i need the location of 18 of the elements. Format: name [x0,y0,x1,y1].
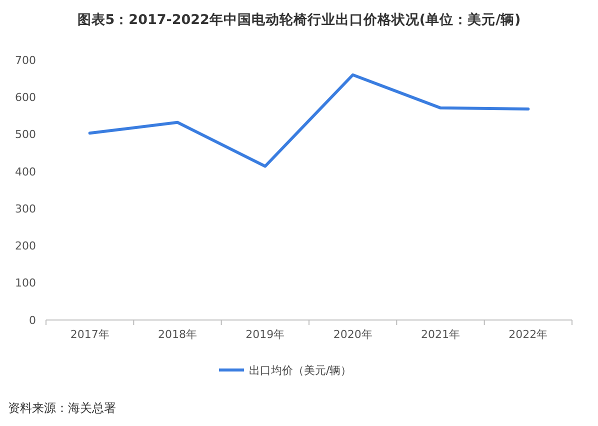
y-tick-label: 400 [15,165,36,178]
y-tick-label: 100 [15,276,36,290]
y-tick-label: 600 [15,90,36,104]
y-tick-label: 0 [29,314,36,327]
x-tick-label: 2020年 [333,328,372,341]
y-tick-label: 500 [15,128,36,142]
x-tick-label: 2022年 [508,328,548,341]
x-tick-label: 2018年 [158,328,197,341]
x-tick-label: 2021年 [421,328,460,341]
line-series [88,73,530,168]
y-tick-label: 300 [15,202,36,216]
y-tick-label: 700 [15,54,36,67]
y-tick-label: 200 [15,240,36,253]
x-tick-label: 2017年 [70,328,110,341]
text: 资料来源：海关总署 [8,401,116,415]
x-tick-label: 2019年 [246,328,285,341]
chart-title: 图表5：2017-2022年中国电动轮椅行业出口价格状况(单位：美元/辆) [77,11,521,28]
legend-label: 出口均价（美元/辆） [249,364,352,377]
